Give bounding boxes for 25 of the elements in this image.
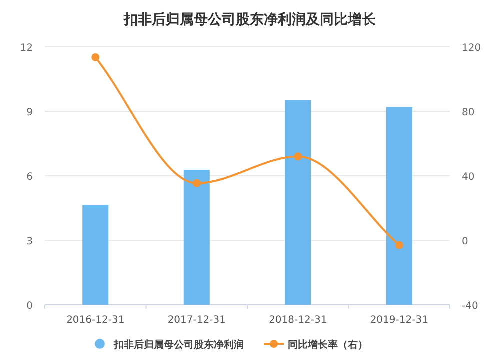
point <box>395 241 404 250</box>
y2-tick-label: -40 <box>462 301 478 312</box>
x-tick-label: 2017-12-31 <box>168 315 226 326</box>
y-tick-label: 9 <box>26 108 33 118</box>
bar <box>82 205 109 305</box>
point <box>192 179 201 188</box>
y-tick-label: 12 <box>20 43 33 54</box>
x-tick-label: 2018-12-31 <box>269 315 328 326</box>
y2-tick-label: 40 <box>462 172 475 183</box>
chart-title: 扣非后归属母公司股东净利润及同比增长 <box>123 11 377 28</box>
y-tick-label: 6 <box>26 172 33 183</box>
y2-tick-label: 80 <box>462 108 475 118</box>
x-tick-label: 2019-12-31 <box>370 315 428 326</box>
bar <box>285 100 312 305</box>
point <box>294 152 302 161</box>
x-tick-label: 2016-12-31 <box>66 315 125 326</box>
point <box>92 53 100 62</box>
bar <box>386 107 412 305</box>
y2-tick-label: 0 <box>462 236 468 248</box>
legend-label: 同比增长率（右） <box>288 339 368 351</box>
y-tick-label: 0 <box>26 301 33 312</box>
y2-tick-label: 120 <box>462 43 482 54</box>
legend-label: 扣非后归属母公司股东净利润 <box>113 339 244 351</box>
bar <box>184 170 210 305</box>
y-tick-label: 3 <box>26 236 33 248</box>
